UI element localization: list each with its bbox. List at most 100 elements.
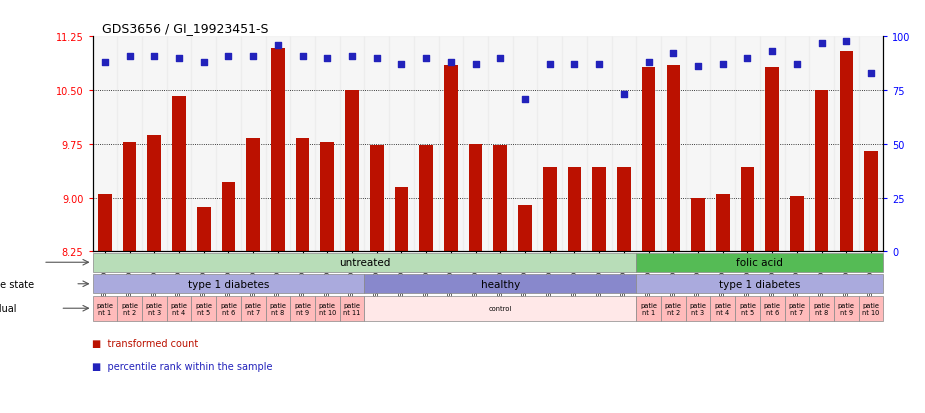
Bar [98,195,112,252]
Bar [290,296,314,321]
Point [864,70,879,77]
Point [443,59,458,66]
Bar [685,37,710,252]
Text: healthy: healthy [481,279,520,289]
Bar [494,146,507,252]
Text: control: control [488,306,512,311]
Bar [759,296,784,321]
Bar [636,37,661,252]
Bar [735,37,759,252]
Point [172,55,187,62]
Bar [636,253,883,272]
Point [270,43,285,49]
Text: patie
nt 4: patie nt 4 [714,302,732,315]
Bar [339,296,364,321]
Bar [123,142,136,252]
Bar [191,37,216,252]
Bar [142,296,166,321]
Text: patie
nt 8: patie nt 8 [813,302,830,315]
Bar [395,188,408,252]
Point [567,62,582,69]
Point [147,53,162,60]
Bar [240,37,265,252]
Text: patie
nt 5: patie nt 5 [739,302,756,315]
Bar [389,37,413,252]
Bar [710,37,735,252]
Bar [636,274,883,294]
Bar [117,37,142,252]
Point [196,59,211,66]
Bar [611,37,636,252]
Point [715,62,730,69]
Point [814,40,829,47]
Bar [339,37,364,252]
Point [295,53,310,60]
Text: patie
nt 9: patie nt 9 [294,302,311,315]
Bar [191,296,216,321]
Bar [314,37,339,252]
Bar [92,296,117,321]
Text: patie
nt 10: patie nt 10 [318,302,336,315]
Text: patie
nt 8: patie nt 8 [269,302,287,315]
Bar [166,296,191,321]
Bar [642,68,656,252]
Bar [691,198,705,252]
Bar [809,37,834,252]
Bar [271,49,285,252]
Bar [512,37,537,252]
Text: patie
nt 2: patie nt 2 [121,302,138,315]
Bar [562,37,586,252]
Bar [685,296,710,321]
Bar [759,37,784,252]
Bar [716,195,730,252]
Bar [586,37,611,252]
Text: type 1 diabetes: type 1 diabetes [188,279,269,289]
Bar [246,139,260,252]
Bar [290,37,314,252]
Bar [463,37,488,252]
Bar [142,37,166,252]
Point [666,51,681,58]
Point [369,55,384,62]
Bar [314,296,339,321]
Text: patie
nt 1: patie nt 1 [640,302,657,315]
Bar [568,167,581,252]
Text: GDS3656 / GI_19923451-S: GDS3656 / GI_19923451-S [102,22,268,35]
Text: patie
nt 7: patie nt 7 [244,302,262,315]
Bar [216,37,240,252]
Point [740,55,755,62]
Bar [364,296,636,321]
Text: patie
nt 5: patie nt 5 [195,302,212,315]
Text: patie
nt 1: patie nt 1 [96,302,114,315]
Point [320,55,335,62]
Point [122,53,137,60]
Bar [320,142,334,252]
Bar [216,296,240,321]
Bar [809,296,834,321]
Bar [617,167,631,252]
Bar [661,37,685,252]
Bar [710,296,735,321]
Bar [469,145,482,252]
Point [394,62,409,69]
Bar [858,37,883,252]
Bar [364,274,636,294]
Bar [222,183,235,252]
Bar [741,167,754,252]
Text: patie
nt 3: patie nt 3 [689,302,707,315]
Text: individual: individual [0,304,17,313]
Text: untreated: untreated [339,258,390,268]
Bar [518,205,532,252]
Point [419,55,434,62]
Bar [197,207,211,252]
Bar [636,296,661,321]
Bar [488,37,512,252]
Bar [765,68,779,252]
Bar [834,37,858,252]
Bar [370,146,384,252]
Point [97,59,112,66]
Bar [661,296,685,321]
Bar [815,91,829,252]
Bar [166,37,191,252]
Bar [345,91,359,252]
